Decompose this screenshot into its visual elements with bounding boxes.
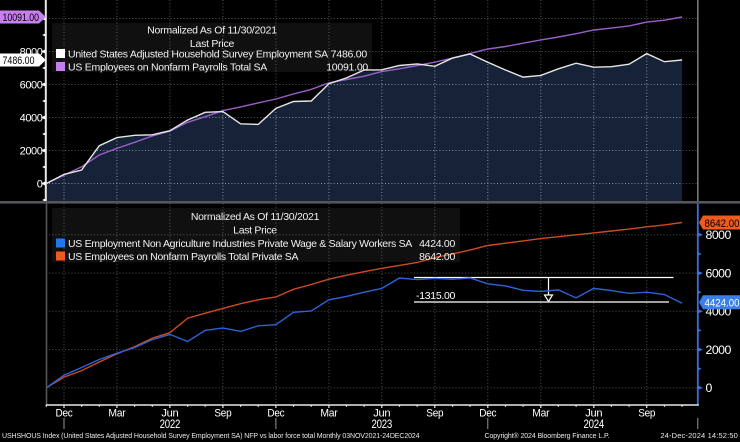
svg-text:Sep: Sep [214, 407, 231, 419]
svg-text:US Employees on Nonfarm Payrol: US Employees on Nonfarm Payrolls Total S… [68, 62, 267, 74]
svg-text:Normalized As Of 11/30/2021: Normalized As Of 11/30/2021 [147, 25, 277, 37]
svg-text:8642.00: 8642.00 [705, 218, 740, 230]
svg-text:US Employment Non Agriculture: US Employment Non Agriculture Industries… [68, 238, 412, 250]
svg-text:Normalized As Of 11/30/2021: Normalized As Of 11/30/2021 [191, 211, 320, 223]
svg-text:7486.00: 7486.00 [331, 49, 368, 61]
svg-text:24-Dec-2024 14:52:50: 24-Dec-2024 14:52:50 [660, 431, 738, 440]
svg-text:4000: 4000 [20, 113, 43, 125]
svg-text:Last Price: Last Price [233, 225, 277, 237]
svg-text:Dec: Dec [479, 407, 497, 419]
svg-text:10091.00: 10091.00 [3, 12, 40, 24]
svg-text:Copyright® 2024 Bloomberg Fina: Copyright® 2024 Bloomberg Finance L.P. [485, 432, 610, 440]
svg-text:2022: 2022 [160, 417, 181, 431]
svg-text:0: 0 [706, 381, 713, 395]
svg-text:Mar: Mar [532, 407, 550, 419]
svg-text:Sep: Sep [638, 407, 655, 419]
svg-text:Jun: Jun [585, 407, 602, 419]
svg-text:6000: 6000 [706, 266, 732, 280]
svg-text:0: 0 [37, 179, 43, 191]
svg-text:8642.00: 8642.00 [419, 251, 455, 263]
svg-text:2000: 2000 [706, 343, 732, 357]
svg-text:6000: 6000 [20, 80, 43, 92]
svg-text:8000: 8000 [706, 228, 732, 242]
svg-text:Mar: Mar [320, 407, 338, 419]
svg-text:7486.00: 7486.00 [3, 55, 35, 67]
svg-text:Jun: Jun [161, 407, 178, 419]
svg-text:10091.00: 10091.00 [326, 62, 368, 74]
svg-text:Last Price: Last Price [190, 38, 235, 50]
svg-text:2023: 2023 [372, 417, 393, 431]
svg-text:Dec: Dec [267, 407, 285, 419]
svg-text:US Employees on Nonfarm Payrol: US Employees on Nonfarm Payrolls Total P… [68, 251, 299, 263]
svg-text:USHSHOUS Index (United States: USHSHOUS Index (United States Adjusted H… [2, 433, 420, 440]
svg-text:United States Adjusted Househo: United States Adjusted Household Survey … [68, 49, 328, 61]
svg-text:-1315.00: -1315.00 [416, 290, 456, 302]
svg-text:Sep: Sep [426, 407, 443, 419]
svg-text:2024: 2024 [584, 417, 605, 431]
svg-text:Mar: Mar [108, 407, 126, 419]
svg-text:4424.00: 4424.00 [705, 298, 740, 310]
svg-text:Dec: Dec [56, 407, 74, 419]
svg-text:4424.00: 4424.00 [419, 238, 455, 250]
svg-text:2000: 2000 [20, 146, 43, 158]
svg-text:Jun: Jun [373, 407, 390, 419]
